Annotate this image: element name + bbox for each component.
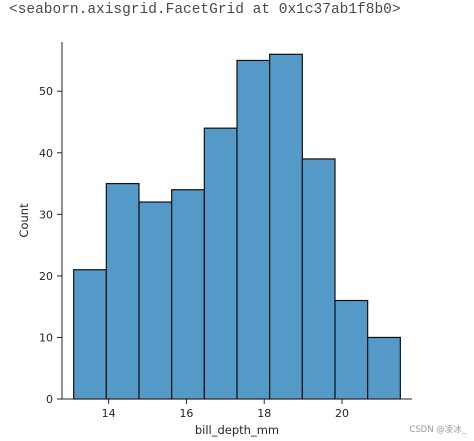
y-tick-label: 40 [39, 147, 53, 160]
histogram-bar [138, 201, 173, 400]
x-tick-label: 20 [335, 407, 349, 420]
histogram-bar [367, 336, 401, 400]
y-tick-label: 10 [39, 331, 53, 344]
y-tick-label: 30 [39, 208, 53, 221]
y-tick-label: 20 [39, 270, 53, 283]
histogram-bar [105, 182, 140, 400]
histogram-bar [334, 299, 369, 400]
x-axis-label: bill_depth_mm [195, 423, 279, 437]
histogram-bar [171, 189, 205, 400]
x-tick-label: 14 [102, 407, 116, 420]
histogram-bar [203, 127, 238, 400]
axes-layer [61, 42, 412, 400]
repr-output-text: <seaborn.axisgrid.FacetGrid at 0x1c37ab1… [9, 2, 401, 18]
x-tick-label: 18 [257, 407, 271, 420]
ticks-layer: 0 10 20 30 40 50 14 16 18 20 [39, 85, 349, 420]
bars-layer [73, 53, 401, 400]
watermark-text: CSDN @凌冰_ [409, 425, 466, 435]
y-axis-label: Count [17, 203, 31, 238]
histogram-bar [269, 53, 303, 400]
histogram-bar [236, 59, 271, 400]
x-tick-label: 16 [179, 407, 193, 420]
histogram-bar [73, 269, 107, 400]
y-tick-label: 50 [39, 85, 53, 98]
histogram-bar [301, 158, 336, 400]
y-tick-label: 0 [46, 393, 53, 406]
